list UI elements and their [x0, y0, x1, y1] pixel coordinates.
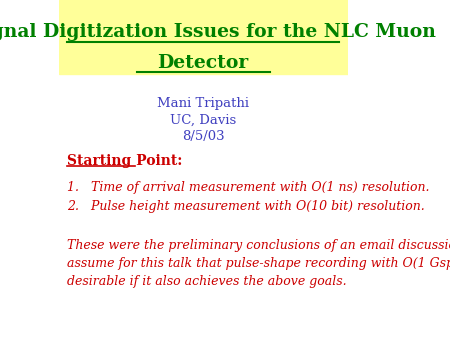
Text: UC, Davis: UC, Davis	[170, 114, 236, 126]
Text: These were the preliminary conclusions of an email discussion.  I will
assume fo: These were the preliminary conclusions o…	[67, 239, 450, 288]
Text: Starting Point:: Starting Point:	[67, 153, 183, 168]
Text: Mani Tripathi: Mani Tripathi	[157, 97, 249, 110]
Text: Signal Digitization Issues for the NLC Muon: Signal Digitization Issues for the NLC M…	[0, 23, 436, 41]
FancyBboxPatch shape	[58, 0, 347, 74]
Text: 1.   Time of arrival measurement with O(1 ns) resolution.: 1. Time of arrival measurement with O(1 …	[67, 181, 430, 194]
Text: Detector: Detector	[158, 53, 249, 72]
Text: 2.   Pulse height measurement with O(10 bit) resolution.: 2. Pulse height measurement with O(10 bi…	[67, 200, 425, 213]
Text: 8/5/03: 8/5/03	[182, 130, 225, 143]
